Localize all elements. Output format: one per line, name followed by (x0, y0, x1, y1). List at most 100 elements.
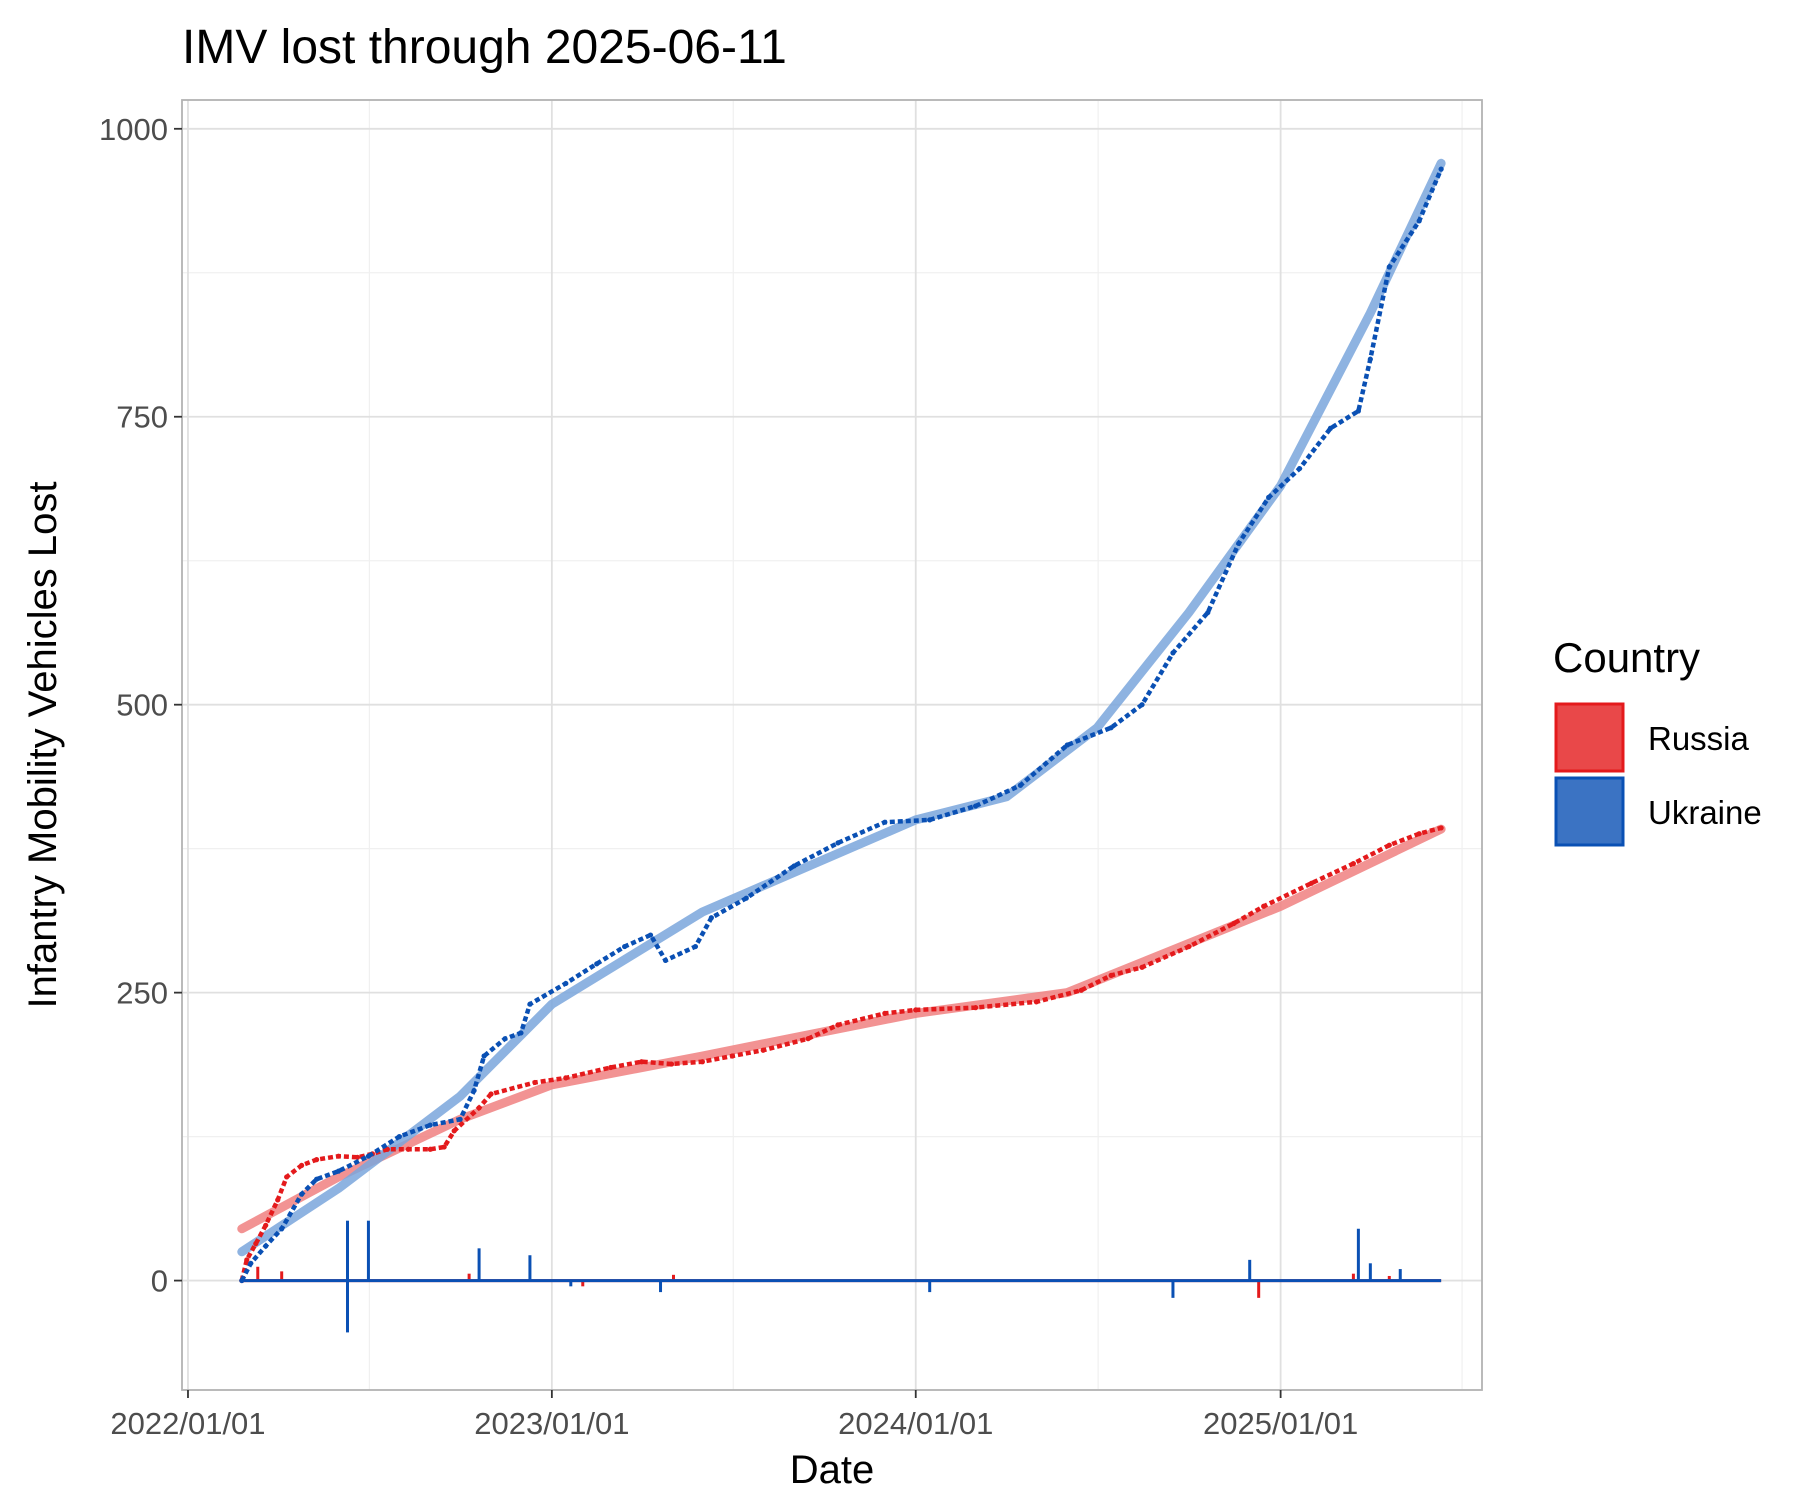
cumulative-point-russia (244, 1257, 250, 1263)
cumulative-point-ukraine (527, 1001, 533, 1007)
cumulative-point-russia (835, 1022, 841, 1028)
legend-swatch-ukraine (1554, 776, 1625, 847)
cumulative-point-ukraine (1236, 540, 1242, 547)
cumulative-point-russia (384, 1146, 390, 1152)
x-tick-label: 2024/01/01 (838, 1406, 993, 1441)
cumulative-point-russia (1308, 880, 1315, 886)
cumulative-point-russia (1438, 825, 1444, 831)
y-tick-label: 1000 (99, 112, 168, 147)
cumulative-point-ukraine (335, 1168, 342, 1174)
cumulative-point-ukraine (1355, 408, 1361, 414)
cumulative-point-ukraine (1139, 702, 1145, 708)
cumulative-point-ukraine (1205, 609, 1211, 616)
cumulative-point-ukraine (427, 1122, 433, 1128)
cumulative-point-ukraine (1108, 725, 1114, 731)
cumulative-point-ukraine (972, 803, 979, 809)
cumulative-point-russia (299, 1162, 305, 1169)
cumulative-point-russia (1078, 987, 1084, 993)
legend-title: Country (1553, 634, 1700, 681)
cumulative-point-russia (1108, 972, 1114, 978)
cumulative-point-russia (699, 1059, 705, 1065)
cumulative-point-ukraine (708, 915, 714, 921)
cumulative-point-ukraine (248, 1260, 254, 1266)
legend-swatch-russia (1554, 702, 1625, 773)
cumulative-point-ukraine (502, 1036, 508, 1042)
cumulative-point-ukraine (791, 863, 797, 869)
cumulative-point-ukraine (1296, 465, 1303, 472)
cumulative-layer (239, 166, 1444, 1284)
panel-border (181, 99, 1483, 1391)
cumulative-point-russia (668, 1061, 675, 1067)
cumulative-point-russia (563, 1075, 569, 1081)
cumulative-point-ukraine (563, 980, 569, 987)
legend-label-russia: Russia (1648, 720, 1750, 757)
cumulative-point-ukraine (622, 943, 628, 950)
cumulative-point-russia (1186, 943, 1192, 950)
cumulative-point-ukraine (457, 1116, 463, 1122)
legend: Country Russia Ukraine (1553, 634, 1762, 847)
cumulative-point-ukraine (365, 1153, 372, 1159)
cumulative-point-ukraine (1416, 218, 1422, 224)
cumulative-point-russia (760, 1047, 766, 1053)
cumulative-point-ukraine (743, 895, 749, 901)
cumulative-point-ukraine (471, 1087, 477, 1094)
cumulative-point-russia (253, 1241, 259, 1247)
cumulative-point-ukraine (1017, 782, 1024, 788)
cumulative-point-ukraine (662, 957, 669, 963)
cumulative-point-ukraine (1386, 264, 1392, 270)
cumulative-point-ukraine (518, 1030, 524, 1036)
cumulative-point-russia (729, 1053, 735, 1059)
cumulative-point-russia (1139, 964, 1145, 970)
cumulative-point-russia (275, 1197, 281, 1203)
cumulative-point-russia (1416, 831, 1422, 837)
cumulative-line-ukraine (239, 168, 1444, 1282)
x-tick-label: 2023/01/01 (474, 1406, 629, 1441)
cumulative-point-russia (451, 1128, 457, 1134)
cumulative-point-russia (1386, 842, 1392, 848)
grid-layer (182, 100, 1482, 1390)
cumulative-point-russia (1350, 861, 1356, 867)
y-tick-label: 250 (116, 976, 168, 1011)
cumulative-point-russia (263, 1222, 269, 1228)
x-tick-label: 2025/01/01 (1203, 1406, 1358, 1441)
cumulative-point-ukraine (882, 819, 888, 825)
cumulative-point-russia (441, 1144, 447, 1150)
cumulative-point-ukraine (239, 1277, 245, 1284)
cumulative-point-russia (913, 1007, 919, 1013)
cumulative-point-russia (532, 1079, 538, 1086)
cumulative-point-ukraine (692, 943, 699, 950)
cumulative-point-russia (354, 1154, 361, 1160)
cumulative-point-ukraine (594, 961, 600, 967)
cumulative-point-ukraine (927, 817, 933, 823)
x-axis-title: Date (790, 1448, 875, 1492)
cumulative-point-ukraine (1367, 356, 1373, 362)
cumulative-point-russia (805, 1036, 811, 1042)
cumulative-point-russia (313, 1157, 320, 1163)
cumulative-point-ukraine (835, 840, 841, 846)
y-tick-label: 750 (116, 400, 168, 435)
cumulative-point-russia (488, 1091, 494, 1097)
cumulative-point-russia (638, 1059, 645, 1065)
cumulative-point-ukraine (1064, 742, 1070, 748)
legend-label-ukraine: Ukraine (1648, 794, 1762, 831)
cumulative-point-ukraine (647, 932, 654, 938)
cumulative-point-russia (284, 1174, 290, 1180)
y-axis-title: Infantry Mobility Vehicles Lost (21, 482, 65, 1009)
cumulative-point-russia (405, 1146, 411, 1152)
cumulative-point-russia (972, 1005, 979, 1011)
y-tick-label: 0 (151, 1264, 168, 1299)
cumulative-point-ukraine (1438, 166, 1444, 172)
cumulative-point-russia (476, 1105, 482, 1111)
cumulative-point-ukraine (1327, 425, 1334, 431)
cumulative-point-russia (1033, 999, 1039, 1005)
cumulative-point-ukraine (263, 1243, 269, 1249)
cumulative-point-russia (335, 1153, 342, 1159)
x-tick-label: 2022/01/01 (110, 1406, 265, 1441)
cumulative-point-russia (427, 1146, 433, 1152)
daily-change-layer (241, 1220, 1442, 1333)
cumulative-point-ukraine (481, 1053, 487, 1059)
axis-layer: 0 250 500 750 1000 2022/01/01 2023/01/01 2024/0… (99, 112, 1358, 1441)
